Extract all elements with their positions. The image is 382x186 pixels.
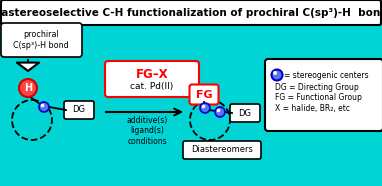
Text: H: H: [24, 83, 32, 93]
Text: = stereogenic centers: = stereogenic centers: [284, 70, 369, 79]
FancyBboxPatch shape: [1, 0, 381, 25]
Circle shape: [217, 109, 220, 112]
FancyBboxPatch shape: [1, 23, 82, 57]
Circle shape: [39, 102, 49, 112]
Circle shape: [202, 105, 205, 108]
Circle shape: [272, 70, 283, 81]
Text: additive(s)
ligand(s)
conditions: additive(s) ligand(s) conditions: [126, 116, 168, 146]
Circle shape: [19, 79, 37, 97]
Circle shape: [273, 71, 277, 75]
FancyBboxPatch shape: [265, 59, 382, 131]
FancyBboxPatch shape: [230, 104, 260, 122]
Text: FG–X: FG–X: [136, 68, 168, 81]
Circle shape: [41, 104, 44, 107]
FancyArrowPatch shape: [17, 60, 39, 71]
Text: cat. Pd(II): cat. Pd(II): [130, 81, 174, 91]
FancyBboxPatch shape: [105, 61, 199, 97]
Text: Diastereomers: Diastereomers: [191, 145, 253, 155]
Text: Diastereoselective C-H functionalization of prochiral C(sp³)-H  bonds: Diastereoselective C-H functionalization…: [0, 7, 382, 17]
FancyBboxPatch shape: [189, 84, 219, 105]
Circle shape: [200, 103, 210, 113]
Text: FG: FG: [196, 89, 212, 100]
Circle shape: [215, 107, 225, 117]
Text: FG = Functional Group: FG = Functional Group: [275, 94, 362, 102]
FancyBboxPatch shape: [64, 101, 94, 119]
Text: DG: DG: [73, 105, 86, 115]
Text: DG: DG: [238, 108, 251, 118]
Text: DG = Directing Group: DG = Directing Group: [275, 84, 359, 92]
Text: prochiral
C(sp³)-H bond: prochiral C(sp³)-H bond: [13, 30, 69, 50]
FancyBboxPatch shape: [183, 141, 261, 159]
Text: X = halide, BR₂, etc: X = halide, BR₂, etc: [275, 103, 350, 113]
